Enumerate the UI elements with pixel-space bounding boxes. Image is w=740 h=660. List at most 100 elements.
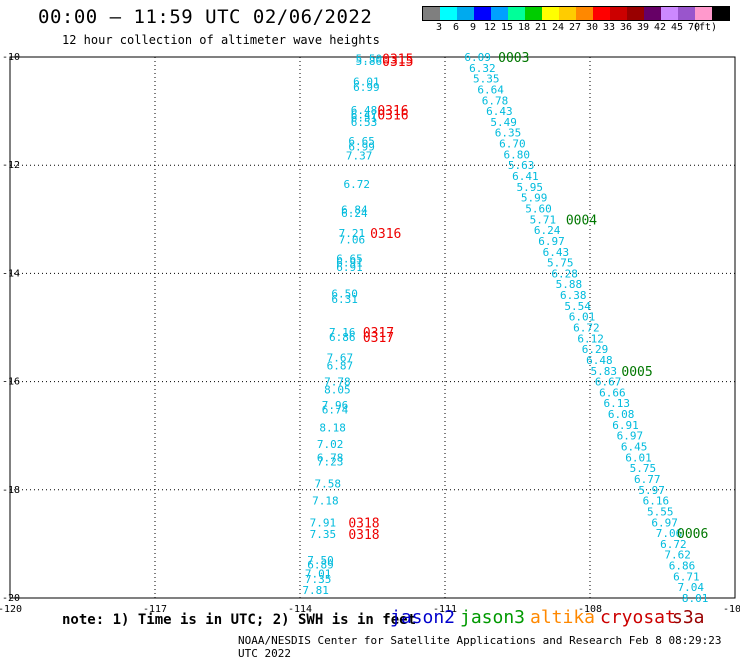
time-label: 0315 (382, 55, 413, 70)
wave-height-label: 8.18 (319, 422, 346, 435)
wave-height-label: 5.83 (590, 365, 617, 378)
colorbar-swatches (422, 6, 730, 21)
wave-height-label: 7.35 (305, 573, 332, 586)
colorbar-swatch (423, 7, 440, 20)
wave-height-label: 6.97 (617, 430, 644, 443)
wave-height-label: 5.63 (508, 159, 535, 172)
wave-height-label: 5.75 (630, 462, 657, 475)
legend-jason3: jason3 (460, 607, 526, 628)
wave-height-label: 7.21 (339, 227, 366, 240)
wave-height-label: 7.96 (322, 399, 349, 412)
colorbar-label: 45 (670, 22, 684, 33)
time-label: 0006 (677, 527, 708, 542)
wave-height-label: 8.05 (324, 384, 351, 397)
y-tick-label: -18 (2, 485, 20, 496)
colorbar-label: 21 (534, 22, 548, 33)
time-label: 0004 (566, 213, 597, 228)
wave-height-label: 6.48 (351, 104, 378, 117)
wave-height-label: 6.01 (625, 451, 652, 464)
wave-height-label: 6.97 (651, 516, 678, 529)
time-label: 0316 (377, 104, 408, 119)
wave-height-label: 7.78 (324, 376, 351, 389)
y-tick-label: -16 (2, 377, 20, 388)
wave-height-label: 6.09 (464, 51, 491, 64)
legend-jason2: jason2 (390, 607, 456, 628)
wave-height-label: 6.47 (351, 108, 378, 121)
wave-height-label: 6.08 (608, 408, 635, 421)
colorbar-swatch (678, 7, 695, 20)
wave-height-label: 7.02 (317, 438, 344, 451)
wave-height-label: 7.04 (677, 581, 704, 594)
wave-height-label: 6.41 (512, 170, 539, 183)
y-tick-label: -10 (2, 52, 20, 63)
wave-height-label: 7.01 (305, 568, 332, 581)
wave-height-label: 6.48 (586, 354, 613, 367)
wave-height-label: 6.71 (673, 570, 700, 583)
wave-height-label: 6.91 (336, 261, 363, 274)
wave-height-label: 7.16 (329, 326, 356, 339)
wave-height-label: 5.54 (564, 300, 591, 313)
wave-height-label: 6.91 (336, 257, 363, 270)
wave-height-label: 6.35 (495, 127, 522, 140)
wave-height-label: 6.99 (348, 140, 375, 153)
colorbar-swatch (593, 7, 610, 20)
wave-height-label: 5.71 (530, 213, 557, 226)
colorbar-swatch (559, 7, 576, 20)
wave-height-label: 6.89 (307, 558, 334, 571)
colorbar-swatch (576, 7, 593, 20)
colorbar-labels: 3 6 9 12 15 18 21 24 27 30 33 36 39 42 45 70 (ft) (422, 21, 730, 35)
wave-height-label: 6.72 (344, 178, 371, 191)
wave-height-label: 7.81 (302, 584, 329, 597)
wave-height-label: 7.91 (310, 516, 337, 529)
x-tick-label: -108 (578, 604, 602, 615)
colorbar-label: 33 (602, 22, 616, 33)
wave-height-label: 7.50 (307, 554, 334, 567)
colorbar-label: 18 (517, 22, 531, 33)
wave-height-label: 7.35 (310, 528, 337, 541)
colorbar-swatch (542, 7, 559, 20)
wave-height-label: 6.86 (669, 560, 696, 573)
footer-note: note: 1) Time is in UTC; 2) SWH is in fe… (62, 612, 417, 628)
wave-height-label: 6.64 (477, 83, 504, 96)
legend-s3a: s3a (672, 607, 705, 628)
y-tick-label: -20 (2, 593, 20, 604)
x-tick-label: -105 (723, 604, 740, 615)
wave-height-label: 5.88 (556, 278, 583, 291)
colorbar-swatch (457, 7, 474, 20)
colorbar-label: (ft) (692, 22, 718, 33)
wave-height-label: 7.06 (656, 527, 683, 540)
wave-height-label: 7.62 (664, 549, 691, 562)
wave-height-label: 7.67 (327, 351, 354, 364)
wave-height-label: 5.86 (356, 55, 383, 68)
x-tick-label: -111 (433, 604, 457, 615)
wave-height-label: 6.50 (331, 287, 358, 300)
x-tick-label: -120 (0, 604, 22, 615)
wave-height-label: 6.29 (582, 343, 609, 356)
colorbar-swatch (525, 7, 542, 20)
wave-height-label: 7.23 (317, 456, 344, 469)
wave-height-label: 6.67 (595, 376, 622, 389)
wave-height-label: 6.01 (569, 311, 596, 324)
wave-height-label: 6.24 (534, 224, 561, 237)
wave-height-label: 7.18 (312, 495, 339, 508)
wave-height-label: 6.65 (348, 135, 375, 148)
wave-height-label: 6.01 (353, 75, 380, 88)
colorbar: 3 6 9 12 15 18 21 24 27 30 33 36 39 42 45 70 (ft) (422, 6, 730, 35)
wave-height-label: 6.87 (327, 359, 354, 372)
legend-cryosat: cryosat (600, 607, 676, 628)
time-label: 0315 (382, 53, 413, 68)
time-label: 0003 (498, 51, 529, 66)
wave-height-label: 5.95 (517, 181, 544, 194)
x-tick-label: -114 (288, 604, 312, 615)
colorbar-swatch (474, 7, 491, 20)
colorbar-label: 30 (585, 22, 599, 33)
colorbar-label: 3 (435, 22, 443, 33)
wave-height-label: 6.97 (538, 235, 565, 248)
wave-height-label: 6.77 (634, 473, 661, 486)
wave-height-label: 5.99 (521, 192, 548, 205)
wave-height-label: 5.97 (638, 484, 665, 497)
wave-height-label: 5.35 (473, 73, 500, 86)
wave-height-label: 6.45 (621, 441, 648, 454)
colorbar-swatch (644, 7, 661, 20)
colorbar-label: 9 (469, 22, 477, 33)
